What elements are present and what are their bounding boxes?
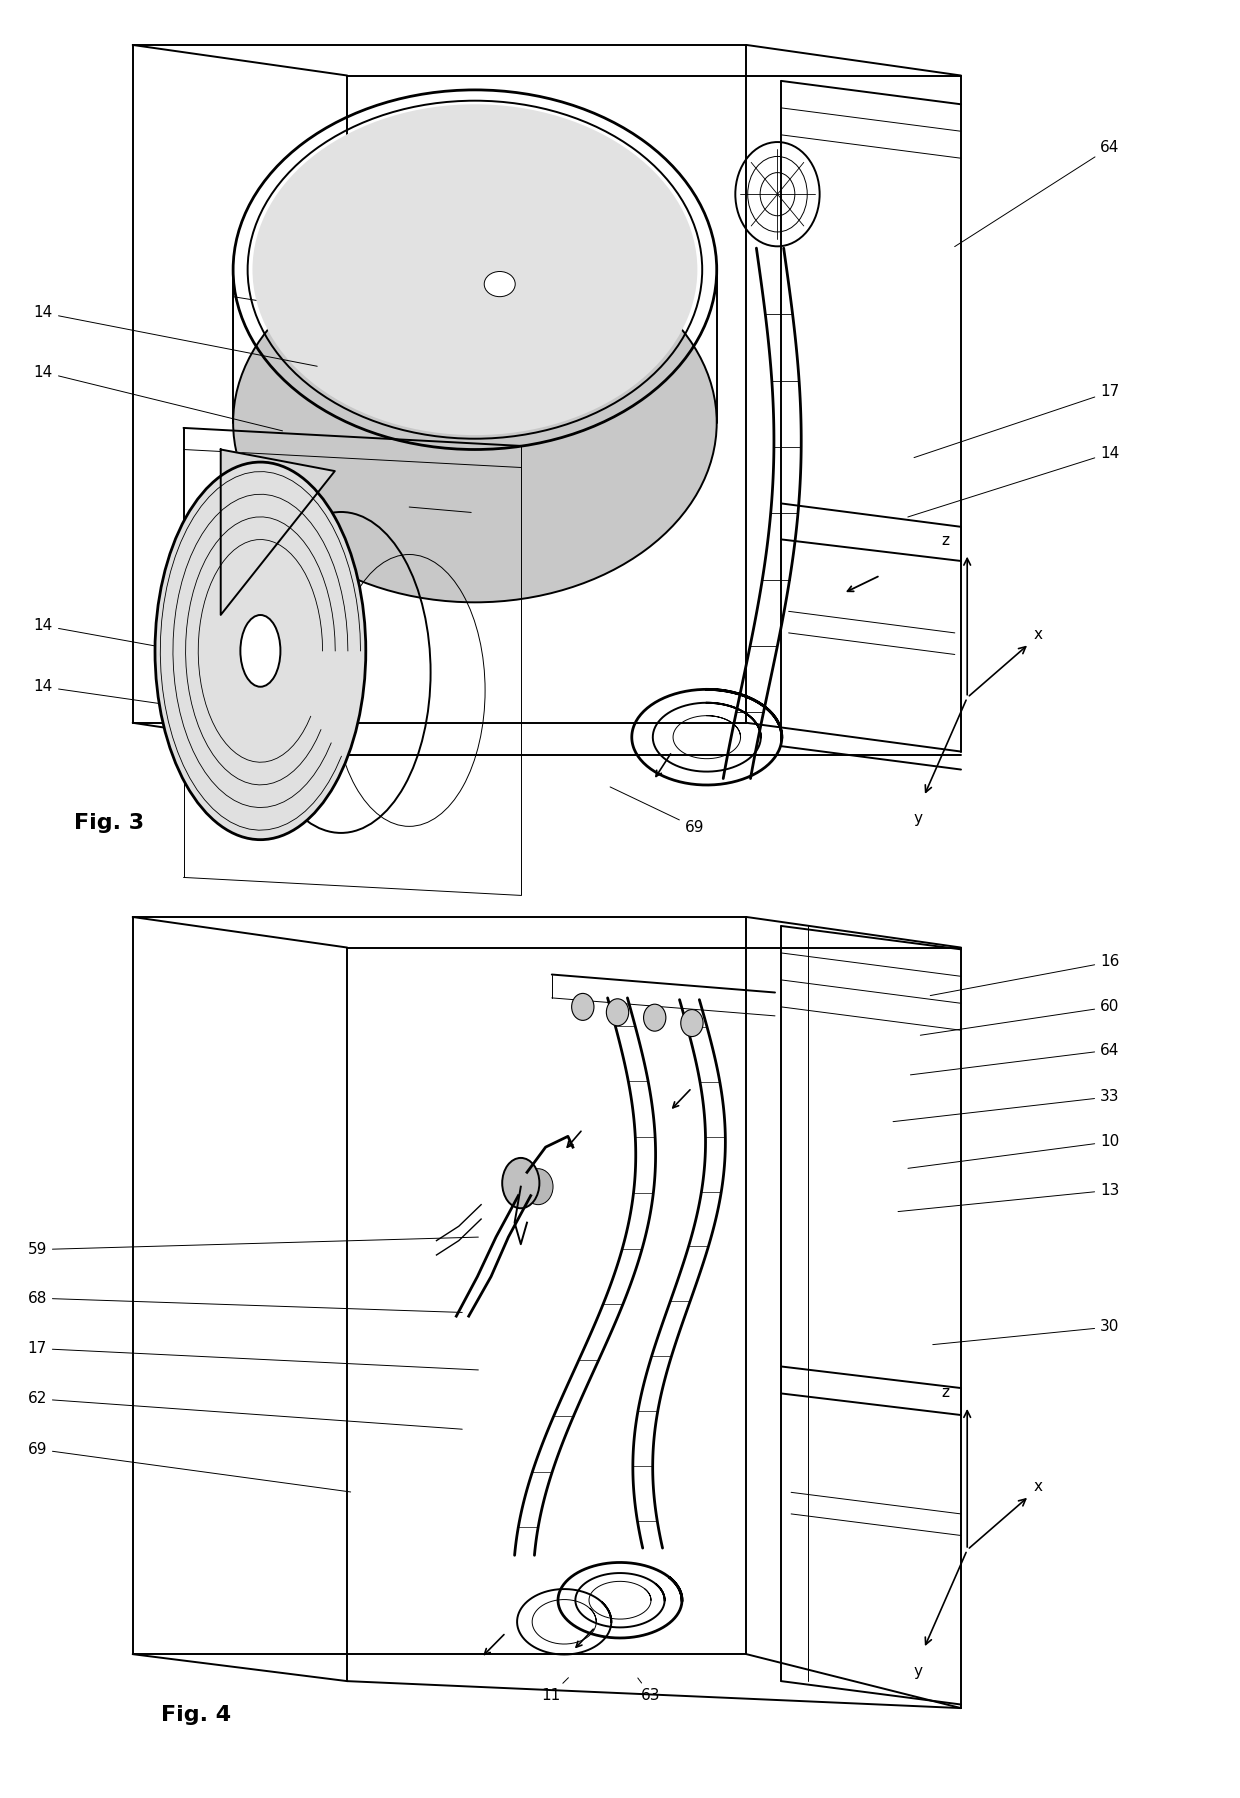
Ellipse shape: [155, 462, 366, 840]
Text: 68: 68: [27, 1291, 463, 1313]
Ellipse shape: [644, 1003, 666, 1032]
Ellipse shape: [606, 1000, 629, 1025]
Text: 60: 60: [920, 1000, 1120, 1036]
Text: 69: 69: [610, 788, 704, 834]
Ellipse shape: [484, 271, 516, 297]
Text: 30: 30: [932, 1320, 1120, 1345]
Text: 10: 10: [908, 1135, 1120, 1169]
Text: 14: 14: [33, 680, 191, 708]
Ellipse shape: [681, 1010, 703, 1036]
Ellipse shape: [572, 992, 594, 1021]
Text: x: x: [1034, 1480, 1043, 1494]
Text: 14: 14: [33, 306, 317, 367]
Polygon shape: [221, 450, 335, 615]
Text: y: y: [913, 1663, 923, 1679]
Ellipse shape: [241, 615, 280, 687]
Text: 14: 14: [33, 365, 283, 432]
Text: 33: 33: [893, 1090, 1120, 1122]
Text: 64: 64: [910, 1043, 1120, 1075]
Text: 17: 17: [914, 385, 1120, 458]
Text: 13: 13: [898, 1183, 1120, 1212]
Ellipse shape: [253, 104, 697, 435]
Text: 14: 14: [908, 446, 1120, 518]
Text: 59: 59: [27, 1237, 479, 1257]
Text: 17: 17: [27, 1341, 479, 1370]
Text: z: z: [941, 1384, 949, 1401]
Text: 69: 69: [27, 1442, 351, 1492]
Text: Fig. 3: Fig. 3: [74, 813, 145, 834]
Text: 16: 16: [930, 955, 1120, 996]
Text: z: z: [941, 532, 949, 548]
Text: Fig. 4: Fig. 4: [161, 1705, 232, 1726]
Text: y: y: [913, 811, 923, 827]
Text: 64: 64: [955, 140, 1120, 246]
Ellipse shape: [523, 1169, 553, 1205]
Ellipse shape: [502, 1158, 539, 1208]
Text: 11: 11: [541, 1678, 568, 1703]
Text: 62: 62: [27, 1392, 463, 1429]
Text: 63: 63: [637, 1678, 661, 1703]
Text: x: x: [1034, 628, 1043, 642]
Ellipse shape: [233, 243, 717, 602]
Text: 14: 14: [33, 619, 200, 654]
